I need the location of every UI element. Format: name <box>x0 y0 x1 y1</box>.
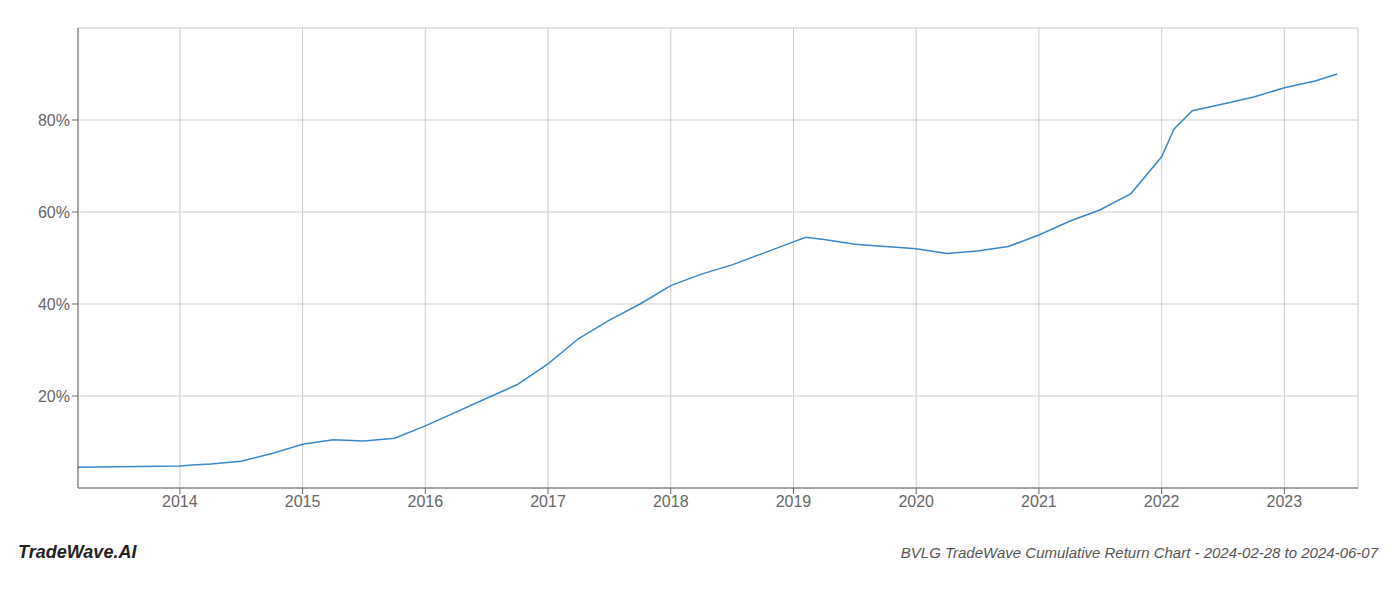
svg-text:2020: 2020 <box>898 493 934 510</box>
svg-text:2015: 2015 <box>285 493 321 510</box>
svg-text:80%: 80% <box>38 112 70 129</box>
svg-text:40%: 40% <box>38 296 70 313</box>
svg-text:2021: 2021 <box>1021 493 1057 510</box>
svg-text:2018: 2018 <box>653 493 689 510</box>
svg-text:60%: 60% <box>38 204 70 221</box>
svg-text:2022: 2022 <box>1144 493 1180 510</box>
svg-text:20%: 20% <box>38 388 70 405</box>
html-text:BVLG TradeWave Cumulative Retu: BVLG TradeWave Cumulative Return Chart -… <box>900 544 1378 561</box>
svg-text:2017: 2017 <box>530 493 566 510</box>
svg-text:2016: 2016 <box>408 493 444 510</box>
svg-text:2019: 2019 <box>776 493 812 510</box>
svg-text:2023: 2023 <box>1267 493 1303 510</box>
svg-text:2014: 2014 <box>162 493 198 510</box>
html-text:TradeWave.AI: TradeWave.AI <box>18 542 137 562</box>
